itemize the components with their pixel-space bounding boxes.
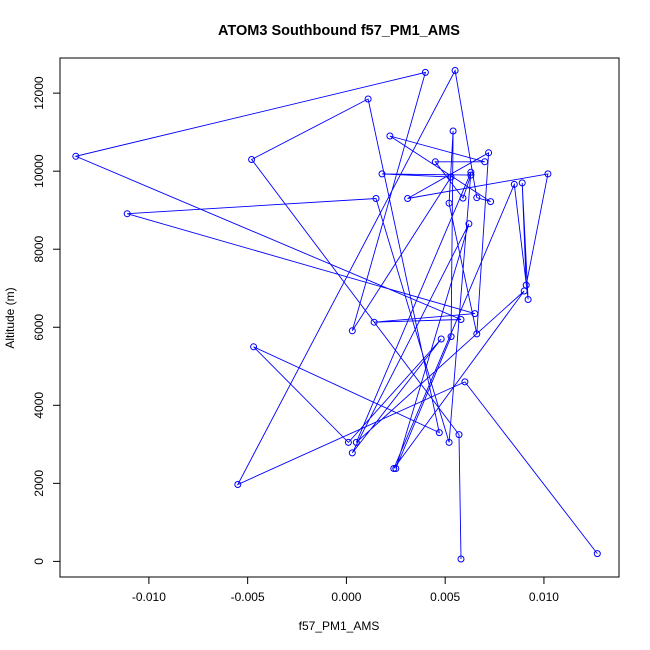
data-point bbox=[544, 170, 552, 178]
data-point bbox=[437, 335, 445, 343]
x-tick-label: 0.010 bbox=[529, 590, 559, 604]
data-point bbox=[370, 318, 378, 326]
y-tick-label: 10000 bbox=[32, 154, 46, 188]
data-point bbox=[524, 296, 532, 303]
data-point bbox=[447, 333, 455, 341]
chart-title: ATOM3 Southbound f57_PM1_AMS bbox=[218, 23, 460, 39]
data-point bbox=[457, 316, 465, 323]
data-point bbox=[378, 170, 386, 178]
data-point bbox=[485, 149, 493, 157]
x-tick-label: 0.000 bbox=[331, 590, 361, 604]
data-point bbox=[72, 152, 80, 160]
y-tick-label: 0 bbox=[32, 558, 46, 565]
data-point bbox=[348, 449, 356, 457]
y-axis: 0 2000 4000 6000 8000 10000 12000 bbox=[32, 76, 61, 565]
data-point bbox=[445, 199, 453, 207]
y-tick-label: 6000 bbox=[32, 314, 46, 341]
x-tick-label: -0.010 bbox=[132, 590, 166, 604]
data-point bbox=[518, 179, 526, 187]
data-point bbox=[522, 281, 530, 289]
data-point bbox=[465, 220, 473, 228]
data-point bbox=[449, 127, 457, 135]
data-point bbox=[404, 195, 412, 202]
data-point bbox=[392, 465, 400, 472]
data-point bbox=[386, 132, 394, 140]
data-point bbox=[348, 327, 356, 335]
y-tick-label: 4000 bbox=[32, 392, 46, 419]
y-tick-label: 12000 bbox=[32, 76, 46, 110]
data-point bbox=[250, 343, 258, 351]
data-point bbox=[123, 210, 131, 218]
data-point bbox=[390, 465, 398, 472]
x-axis-label: f57_PM1_AMS bbox=[299, 619, 380, 633]
series-layer bbox=[72, 67, 601, 563]
data-point bbox=[364, 95, 372, 103]
data-point bbox=[510, 180, 518, 188]
data-point bbox=[372, 195, 380, 202]
data-point bbox=[447, 173, 455, 181]
y-axis-label: Altitude (m) bbox=[3, 287, 17, 348]
data-point bbox=[461, 378, 469, 386]
y-tick-label: 2000 bbox=[32, 470, 46, 497]
data-point bbox=[457, 555, 465, 563]
data-point bbox=[473, 194, 481, 202]
y-tick-label: 8000 bbox=[32, 236, 46, 263]
data-point bbox=[352, 438, 360, 446]
data-point bbox=[467, 171, 475, 179]
data-point bbox=[459, 194, 467, 202]
data-point bbox=[344, 438, 352, 446]
x-tick-label: 0.005 bbox=[430, 590, 460, 604]
data-point bbox=[593, 550, 601, 558]
data-point bbox=[455, 431, 463, 439]
x-tick-label: -0.005 bbox=[231, 590, 265, 604]
data-point bbox=[431, 158, 439, 166]
data-point bbox=[481, 158, 489, 166]
data-point bbox=[234, 481, 242, 488]
series-line bbox=[74, 69, 598, 560]
data-point bbox=[435, 429, 443, 437]
data-point bbox=[248, 156, 256, 163]
data-point bbox=[421, 68, 429, 76]
data-point bbox=[520, 287, 528, 295]
data-point bbox=[445, 438, 453, 446]
data-point bbox=[467, 168, 475, 176]
data-point bbox=[487, 198, 495, 206]
data-point bbox=[471, 310, 479, 318]
x-axis: -0.010 -0.005 0.000 0.005 0.010 bbox=[132, 576, 559, 604]
data-point bbox=[451, 67, 459, 74]
data-point bbox=[473, 330, 481, 338]
